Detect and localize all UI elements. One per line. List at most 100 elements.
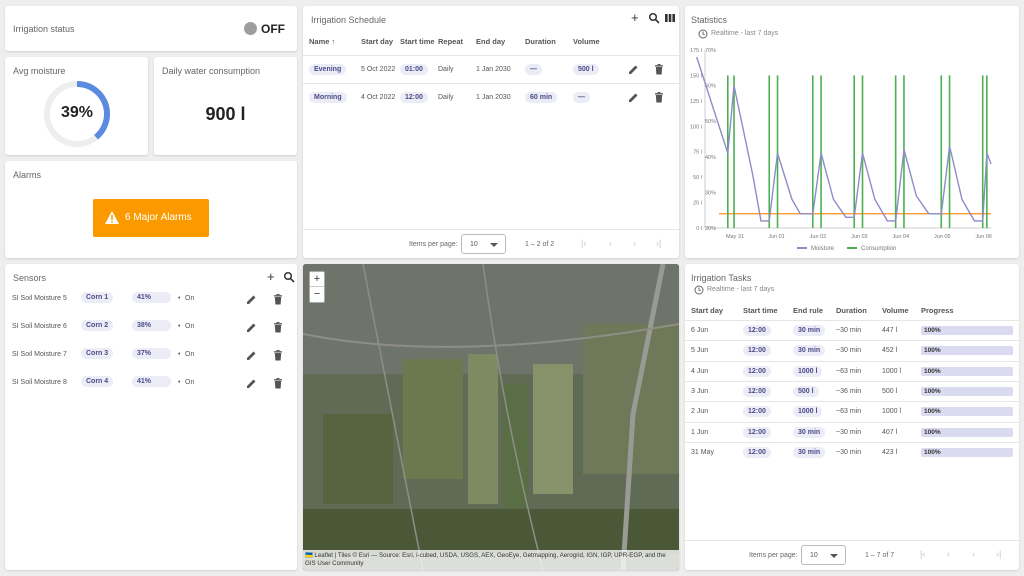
prev-page-button[interactable]: ‹ [947,549,950,559]
delete-icon[interactable] [654,64,664,75]
edit-icon[interactable] [628,64,639,75]
prev-page-button[interactable]: ‹ [609,238,612,248]
task-start-time-chip: 12:00 [743,406,771,418]
sensors-card: Sensors + SI Soil Moisture 5 Corn 1 41% • On… [5,264,297,570]
delete-icon[interactable] [654,92,664,103]
legend-moisture-label[interactable]: Moisture [811,246,835,252]
schedule-repeat: Daily [438,94,454,101]
add-sensor-button[interactable]: + [267,269,275,284]
task-progress-label: 100% [924,327,941,334]
zoom-out-button[interactable]: − [313,288,321,300]
y-left-tick-label: 0 l [696,226,702,232]
schedule-row[interactable]: Morning 4 Oct 2022 12:00 Daily 1 Jan 2030 60 … [303,83,679,111]
task-progress-fill [921,427,1013,437]
sensor-name: SI Soil Moisture 7 [12,351,67,358]
x-tick-label: May 31 [726,234,744,240]
edit-icon[interactable] [628,92,639,103]
schedule-page-size-select[interactable]: 10 [461,234,506,254]
delete-icon[interactable] [273,378,283,389]
schedule-name-chip: Morning [309,92,347,103]
delete-icon[interactable] [273,294,283,305]
crop-chip: Corn 4 [81,376,114,387]
task-start-day: 2 Jun [691,408,709,416]
task-end-rule: 1000 l [793,406,823,418]
edit-icon[interactable] [246,322,257,333]
x-tick-label: Jun 05 [934,234,951,240]
schedule-col-repeat: Repeat [438,37,464,46]
task-start-time: 12:00 [743,345,771,357]
sort-arrow-icon: ↑ [331,37,336,46]
y-right-tick-label: 60% [705,84,716,90]
schedule-page-range: 1 – 2 of 2 [525,241,555,248]
y-left-tick-label: 100 l [690,124,702,130]
sensor-row[interactable]: SI Soil Moisture 8 Corn 4 41% • On [5,374,297,394]
task-progress-bar: 100% [921,326,1013,335]
edit-icon[interactable] [246,350,257,361]
schedule-col-name[interactable]: Name ↑ [309,37,336,46]
satellite-map[interactable] [303,264,679,570]
search-schedule-icon[interactable] [648,12,660,24]
task-row[interactable]: 31 May 12:00 30 min ~30 min 423 l 100% [685,441,1019,462]
next-page-button[interactable]: › [972,549,975,559]
search-sensor-icon[interactable] [283,271,295,283]
edit-icon[interactable] [246,294,257,305]
map-attribution: 🇺🇦 Leaflet | Tiles © Esri — Source: Esri… [303,550,679,570]
task-progress-fill [921,326,1013,335]
first-page-button[interactable]: |‹ [581,238,587,248]
schedule-row[interactable]: Evening 5 Oct 2022 01:00 Daily 1 Jan 2030 — 50… [303,55,679,83]
sensor-status: On [185,379,195,386]
schedule-name: Morning [309,92,347,103]
alarms-button-label: 6 Major Alarms [125,212,192,223]
sensor-row[interactable]: SI Soil Moisture 5 Corn 1 41% • On [5,290,297,310]
clock-icon [698,29,708,39]
map-card[interactable]: + − 🇺🇦 Leaflet | Tiles © Esri — Source: … [303,264,679,570]
delete-icon[interactable] [273,322,283,333]
crop-label: Corn 3 [81,348,114,359]
last-page-button[interactable]: ›| [656,238,662,248]
task-duration: ~63 min [836,367,862,375]
x-tick-label: Jun 04 [893,234,910,240]
task-progress-label: 100% [924,408,941,416]
alarms-title: Alarms [13,170,42,180]
status-dot-icon: • [178,379,181,386]
sensor-row[interactable]: SI Soil Moisture 6 Corn 2 38% • On [5,318,297,338]
task-row[interactable]: 2 Jun 12:00 1000 l ~63 min 1000 l 100% [685,401,1019,421]
legend-consumption-label[interactable]: Consumption [861,246,896,252]
status-dot-icon: • [178,351,181,358]
last-page-button[interactable]: ›| [996,549,1002,559]
task-row[interactable]: 3 Jun 12:00 500 l ~36 min 500 l 100% [685,380,1019,401]
task-duration: ~30 min [836,347,862,355]
task-start-day: 1 Jun [691,428,709,436]
add-schedule-button[interactable]: + [631,10,639,25]
task-row[interactable]: 4 Jun 12:00 1000 l ~63 min 1000 l 100% [685,360,1019,381]
edit-icon[interactable] [246,378,257,389]
x-tick-label: Jun 01 [768,234,785,240]
schedule-col-start-day: Start day [361,37,394,46]
task-progress-bar: 100% [921,447,1013,457]
schedule-name: Evening [309,64,347,75]
task-end-rule-chip: 30 min [793,345,826,357]
moisture-chip: 41% [132,376,172,387]
task-start-time-chip: 12:00 [743,446,771,458]
alarms-button[interactable]: 6 Major Alarms [93,199,209,237]
tasks-page-size-select[interactable]: 10 [801,545,846,565]
delete-icon[interactable] [273,350,283,361]
task-start-time: 12:00 [743,406,771,418]
task-row[interactable]: 5 Jun 12:00 30 min ~30 min 452 l 100% [685,340,1019,360]
schedule-col-start-time: Start time [400,37,435,46]
task-row[interactable]: 1 Jun 12:00 30 min ~30 min 407 l 100% [685,421,1019,442]
chevron-down-icon [490,243,498,247]
task-row[interactable]: 6 Jun 12:00 30 min ~30 min 447 l 100% [685,320,1019,340]
next-page-button[interactable]: › [633,238,636,248]
zoom-in-button[interactable]: + [310,272,324,287]
sensor-name: SI Soil Moisture 8 [12,379,67,386]
y-left-tick-label: 50 l [693,175,702,181]
schedule-volume-chip: 500 l [573,64,599,75]
schedule-end-day: 1 Jan 2030 [476,94,511,101]
sensor-row[interactable]: SI Soil Moisture 7 Corn 3 37% • On [5,346,297,366]
first-page-button[interactable]: |‹ [920,549,926,559]
water-consumption-value: 900 l [205,104,246,124]
irrigation-schedule-card: Irrigation Schedule + Name ↑ Start day S… [303,6,679,258]
columns-icon[interactable] [664,12,676,24]
task-start-time: 12:00 [743,365,771,377]
